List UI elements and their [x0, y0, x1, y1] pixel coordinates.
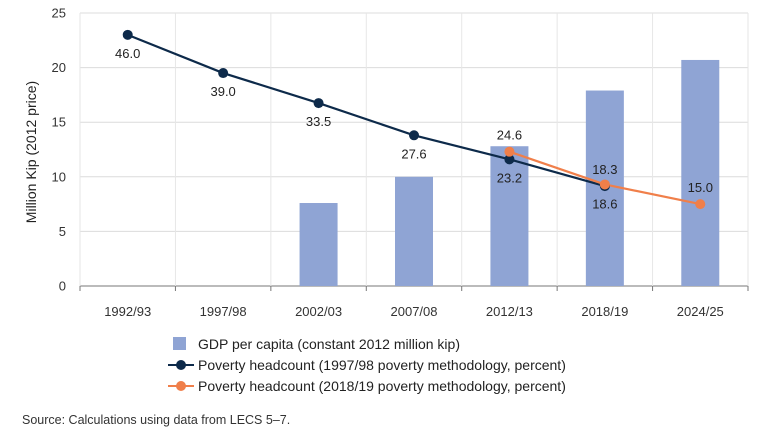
series-line-0 — [127, 33, 606, 188]
legend-swatch-line-2018 — [168, 379, 198, 393]
bar-gdp-2012/13 — [490, 146, 529, 286]
y-tick-label: 10 — [52, 169, 66, 184]
data-label-1-2012/13: 24.6 — [497, 128, 522, 143]
data-label-1-2018/19: 18.6 — [592, 196, 617, 211]
x-tick-label: 2002/03 — [295, 304, 342, 319]
legend: GDP per capita (constant 2012 million ki… — [168, 333, 566, 396]
legend-item-poverty-2018: Poverty headcount (2018/19 poverty metho… — [168, 375, 566, 396]
series-point-1-2012/13 — [504, 146, 515, 157]
series-point-1-2024/25 — [695, 199, 706, 210]
x-tick-label: 2018/19 — [581, 304, 628, 319]
data-label-0-1992/93: 46.0 — [115, 46, 140, 61]
gridlines — [79, 12, 749, 291]
series-point-0-2012/13 — [504, 154, 515, 165]
x-tick-label: 1997/98 — [200, 304, 247, 319]
data-label-0-1997/98: 39.0 — [210, 84, 235, 99]
legend-label-gdp: GDP per capita (constant 2012 million ki… — [198, 335, 460, 352]
source-note: Source: Calculations using data from LEC… — [22, 413, 291, 427]
data-label-0-2007/08: 27.6 — [401, 146, 426, 161]
y-tick-label: 15 — [52, 115, 66, 130]
x-tick-labels: 1992/93 1997/98 2002/03 2007/08 2012/13 2018/… — [104, 304, 724, 319]
legend-label-poverty-2018: Poverty headcount (2018/19 poverty metho… — [198, 377, 566, 394]
data-label-0-2018/19: 18.3 — [592, 162, 617, 177]
data-label-0-2012/13: 23.2 — [497, 170, 522, 185]
x-tick-label: 1992/93 — [104, 304, 151, 319]
bar-gdp-2007/08 — [395, 176, 433, 286]
y-tick-label: 5 — [59, 224, 66, 239]
legend-label-poverty-1997: Poverty headcount (1997/98 poverty metho… — [198, 356, 566, 373]
bar-gdp-2024/25 — [681, 59, 720, 287]
chart: 46.0 39.0 33.5 27.6 23.2 18.3 24.6 18.6 15.0 199… — [23, 6, 749, 319]
series-point-0-1992/93 — [122, 29, 133, 40]
legend-swatch-bar — [168, 337, 198, 350]
y-tick-labels: 0 5 10 15 20 25 — [52, 6, 66, 294]
series-point-0-2007/08 — [409, 130, 419, 141]
bar-gdp-2002/03 — [299, 203, 338, 286]
data-label-0-2002/03: 33.5 — [306, 114, 331, 129]
y-tick-label: 20 — [52, 60, 66, 75]
series-point-0-2002/03 — [313, 98, 324, 109]
series-point-0-1997/98 — [218, 68, 229, 79]
y-tick-label: 25 — [52, 6, 66, 21]
data-label-1-2024/25: 15.0 — [688, 180, 713, 195]
x-tick-label: 2007/08 — [391, 304, 438, 319]
x-tick-label: 2012/13 — [486, 304, 533, 319]
legend-item-poverty-1997: Poverty headcount (1997/98 poverty metho… — [168, 354, 566, 375]
y-tick-label: 0 — [59, 279, 66, 294]
legend-item-gdp: GDP per capita (constant 2012 million ki… — [168, 333, 566, 354]
data-labels: 46.0 39.0 33.5 27.6 23.2 18.3 24.6 18.6 15.0 — [115, 46, 713, 212]
series-points — [122, 29, 706, 210]
x-tick-label: 2024/25 — [677, 304, 724, 319]
y-axis-label: Million Kip (2012 price) — [23, 81, 39, 223]
series-point-1-2018/19 — [599, 179, 610, 190]
legend-swatch-line-1997 — [168, 358, 198, 372]
